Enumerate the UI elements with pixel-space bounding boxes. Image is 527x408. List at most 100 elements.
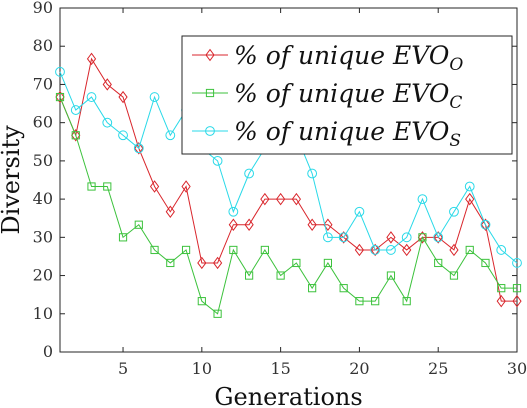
legend-label: % of unique EVOS bbox=[234, 117, 461, 151]
data-point bbox=[244, 218, 254, 231]
data-point bbox=[292, 258, 301, 268]
ticks-layer: 0 10 20 30 40 50 60 70 80 90 5 10 15 20 25 30 bbox=[33, 0, 527, 378]
data-point bbox=[150, 245, 159, 255]
data-point bbox=[102, 117, 113, 128]
y-tick-label: 40 bbox=[33, 189, 53, 208]
data-point bbox=[276, 271, 285, 280]
data-point bbox=[417, 194, 428, 205]
data-point bbox=[70, 105, 81, 115]
y-tick-label: 80 bbox=[33, 36, 53, 55]
data-point bbox=[103, 182, 112, 191]
y-axis-title: Diversity bbox=[0, 125, 25, 235]
data-point bbox=[449, 271, 459, 280]
data-point bbox=[386, 231, 396, 244]
x-axis-title: Generations bbox=[214, 383, 362, 408]
data-point bbox=[323, 218, 333, 231]
data-point bbox=[355, 297, 364, 306]
legend-marker bbox=[205, 48, 215, 62]
data-point bbox=[86, 52, 97, 66]
data-point bbox=[71, 131, 80, 140]
data-point bbox=[512, 258, 522, 268]
data-point bbox=[308, 284, 317, 293]
y-tick-label: 20 bbox=[33, 266, 53, 285]
data-point bbox=[228, 218, 238, 231]
y-tick-label: 50 bbox=[33, 151, 53, 170]
data-point bbox=[481, 258, 490, 268]
x-tick-label: 30 bbox=[507, 359, 527, 378]
data-point bbox=[339, 231, 349, 244]
data-point bbox=[449, 243, 459, 257]
data-point bbox=[322, 232, 333, 243]
y-tick-label: 0 bbox=[43, 342, 53, 361]
legend-label-subscript: O bbox=[449, 55, 463, 75]
y-tick-label: 90 bbox=[33, 0, 53, 17]
data-point bbox=[354, 243, 365, 257]
data-point bbox=[149, 180, 160, 193]
data-point bbox=[512, 284, 522, 293]
data-point bbox=[133, 143, 144, 154]
x-tick-label: 15 bbox=[270, 359, 290, 378]
legend-marker bbox=[205, 88, 215, 98]
data-point bbox=[291, 192, 302, 206]
data-point bbox=[102, 78, 112, 91]
data-point bbox=[55, 92, 65, 102]
data-point bbox=[402, 297, 411, 306]
legend-label: % of unique EVOO bbox=[234, 41, 463, 75]
data-point bbox=[386, 271, 396, 280]
data-point bbox=[86, 92, 97, 102]
data-point bbox=[480, 218, 491, 231]
legend-label-subscript: C bbox=[449, 93, 462, 113]
data-point bbox=[118, 130, 128, 141]
series-line bbox=[59, 96, 517, 315]
legend: % of unique EVOO% of unique EVOC% of uni… bbox=[181, 35, 513, 155]
data-point bbox=[307, 218, 317, 231]
data-point bbox=[307, 168, 318, 179]
x-tick-label: 20 bbox=[349, 359, 369, 378]
data-point bbox=[55, 90, 65, 104]
legend-label-text: % of unique EVO bbox=[234, 117, 449, 146]
data-point bbox=[386, 245, 396, 255]
legend-label: % of unique EVOC bbox=[234, 79, 462, 113]
data-point bbox=[464, 181, 475, 192]
data-point bbox=[496, 245, 507, 255]
data-point bbox=[338, 232, 349, 243]
data-point bbox=[323, 258, 332, 268]
y-tick-label: 30 bbox=[33, 227, 53, 246]
data-point bbox=[212, 256, 223, 270]
data-point bbox=[166, 258, 175, 268]
legend-entry-O: % of unique EVOO bbox=[192, 41, 463, 75]
y-tick-label: 70 bbox=[33, 74, 53, 93]
data-point bbox=[417, 231, 428, 244]
data-point bbox=[433, 231, 443, 244]
legend-entry-S: % of unique EVOS bbox=[192, 117, 461, 151]
data-point bbox=[55, 66, 65, 77]
data-point bbox=[497, 284, 506, 293]
data-point bbox=[165, 130, 176, 141]
data-point bbox=[434, 258, 443, 268]
data-point bbox=[149, 92, 160, 102]
legend-label-subscript: S bbox=[449, 131, 461, 151]
data-point bbox=[118, 233, 128, 242]
data-point bbox=[260, 192, 270, 206]
data-point bbox=[197, 297, 206, 306]
data-point bbox=[465, 192, 475, 206]
data-point bbox=[402, 243, 412, 257]
data-point bbox=[339, 284, 348, 293]
data-point bbox=[244, 168, 255, 179]
data-point bbox=[165, 205, 175, 218]
data-point bbox=[118, 90, 128, 104]
data-point bbox=[496, 294, 506, 308]
data-point bbox=[275, 192, 286, 206]
data-point bbox=[401, 232, 412, 243]
y-tick-label: 10 bbox=[33, 304, 53, 323]
data-point bbox=[245, 271, 254, 280]
legend-label-text: % of unique EVO bbox=[234, 41, 449, 70]
data-point bbox=[228, 206, 239, 217]
data-point bbox=[354, 206, 365, 217]
data-point bbox=[229, 245, 238, 255]
data-point bbox=[449, 206, 459, 217]
data-point bbox=[418, 233, 427, 242]
legend-entry-C: % of unique EVOC bbox=[192, 79, 462, 113]
data-point bbox=[197, 256, 207, 270]
